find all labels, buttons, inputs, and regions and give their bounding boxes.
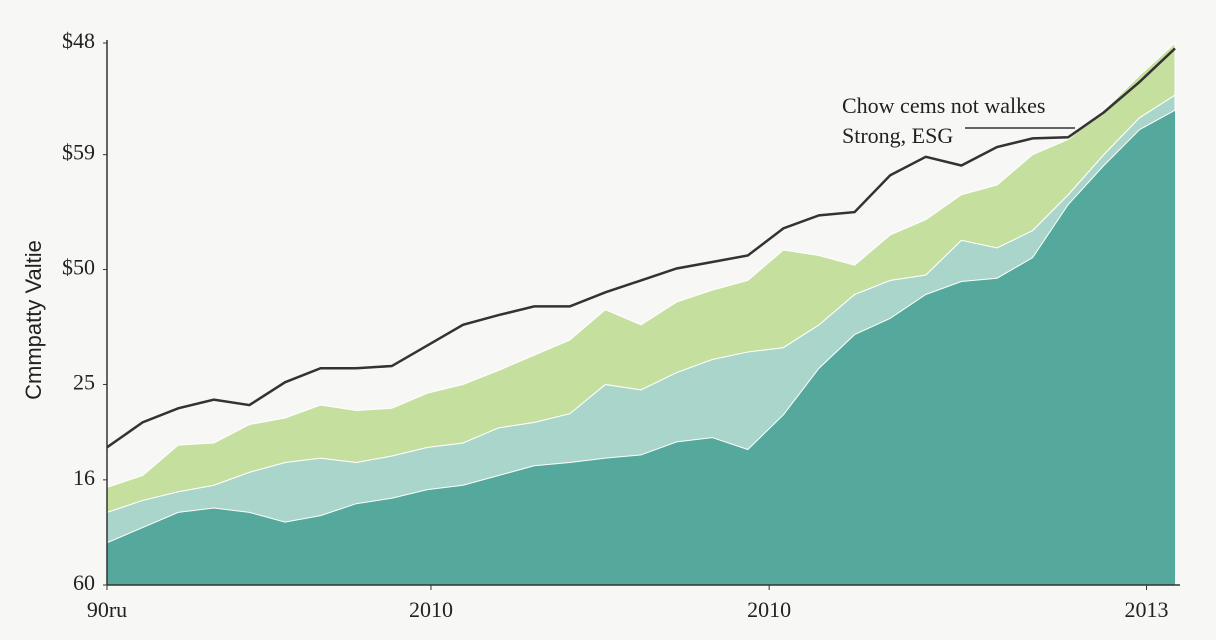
annotation: Chow cems not walkes [842,93,1045,118]
area [106,41,1176,514]
y-tick-label: $48 [62,28,95,53]
annotation: Strong, ESG [842,123,953,148]
plot [106,41,1176,585]
y-tick-label: 60 [73,570,95,595]
line [106,47,1176,449]
x-tick-label: 90ru [87,597,127,622]
y-tick-label: 25 [73,370,95,395]
x-tick-label: 2010 [409,597,453,622]
y-tick-label: $59 [62,140,95,165]
y-tick-label: 16 [73,465,95,490]
x-tick-label: 2013 [1125,597,1169,622]
y-tick-label: $50 [62,255,95,280]
y-axis-label: Cmmpatty Valtie [21,240,46,400]
x-tick-label: 2010 [747,597,791,622]
area [107,110,1175,585]
